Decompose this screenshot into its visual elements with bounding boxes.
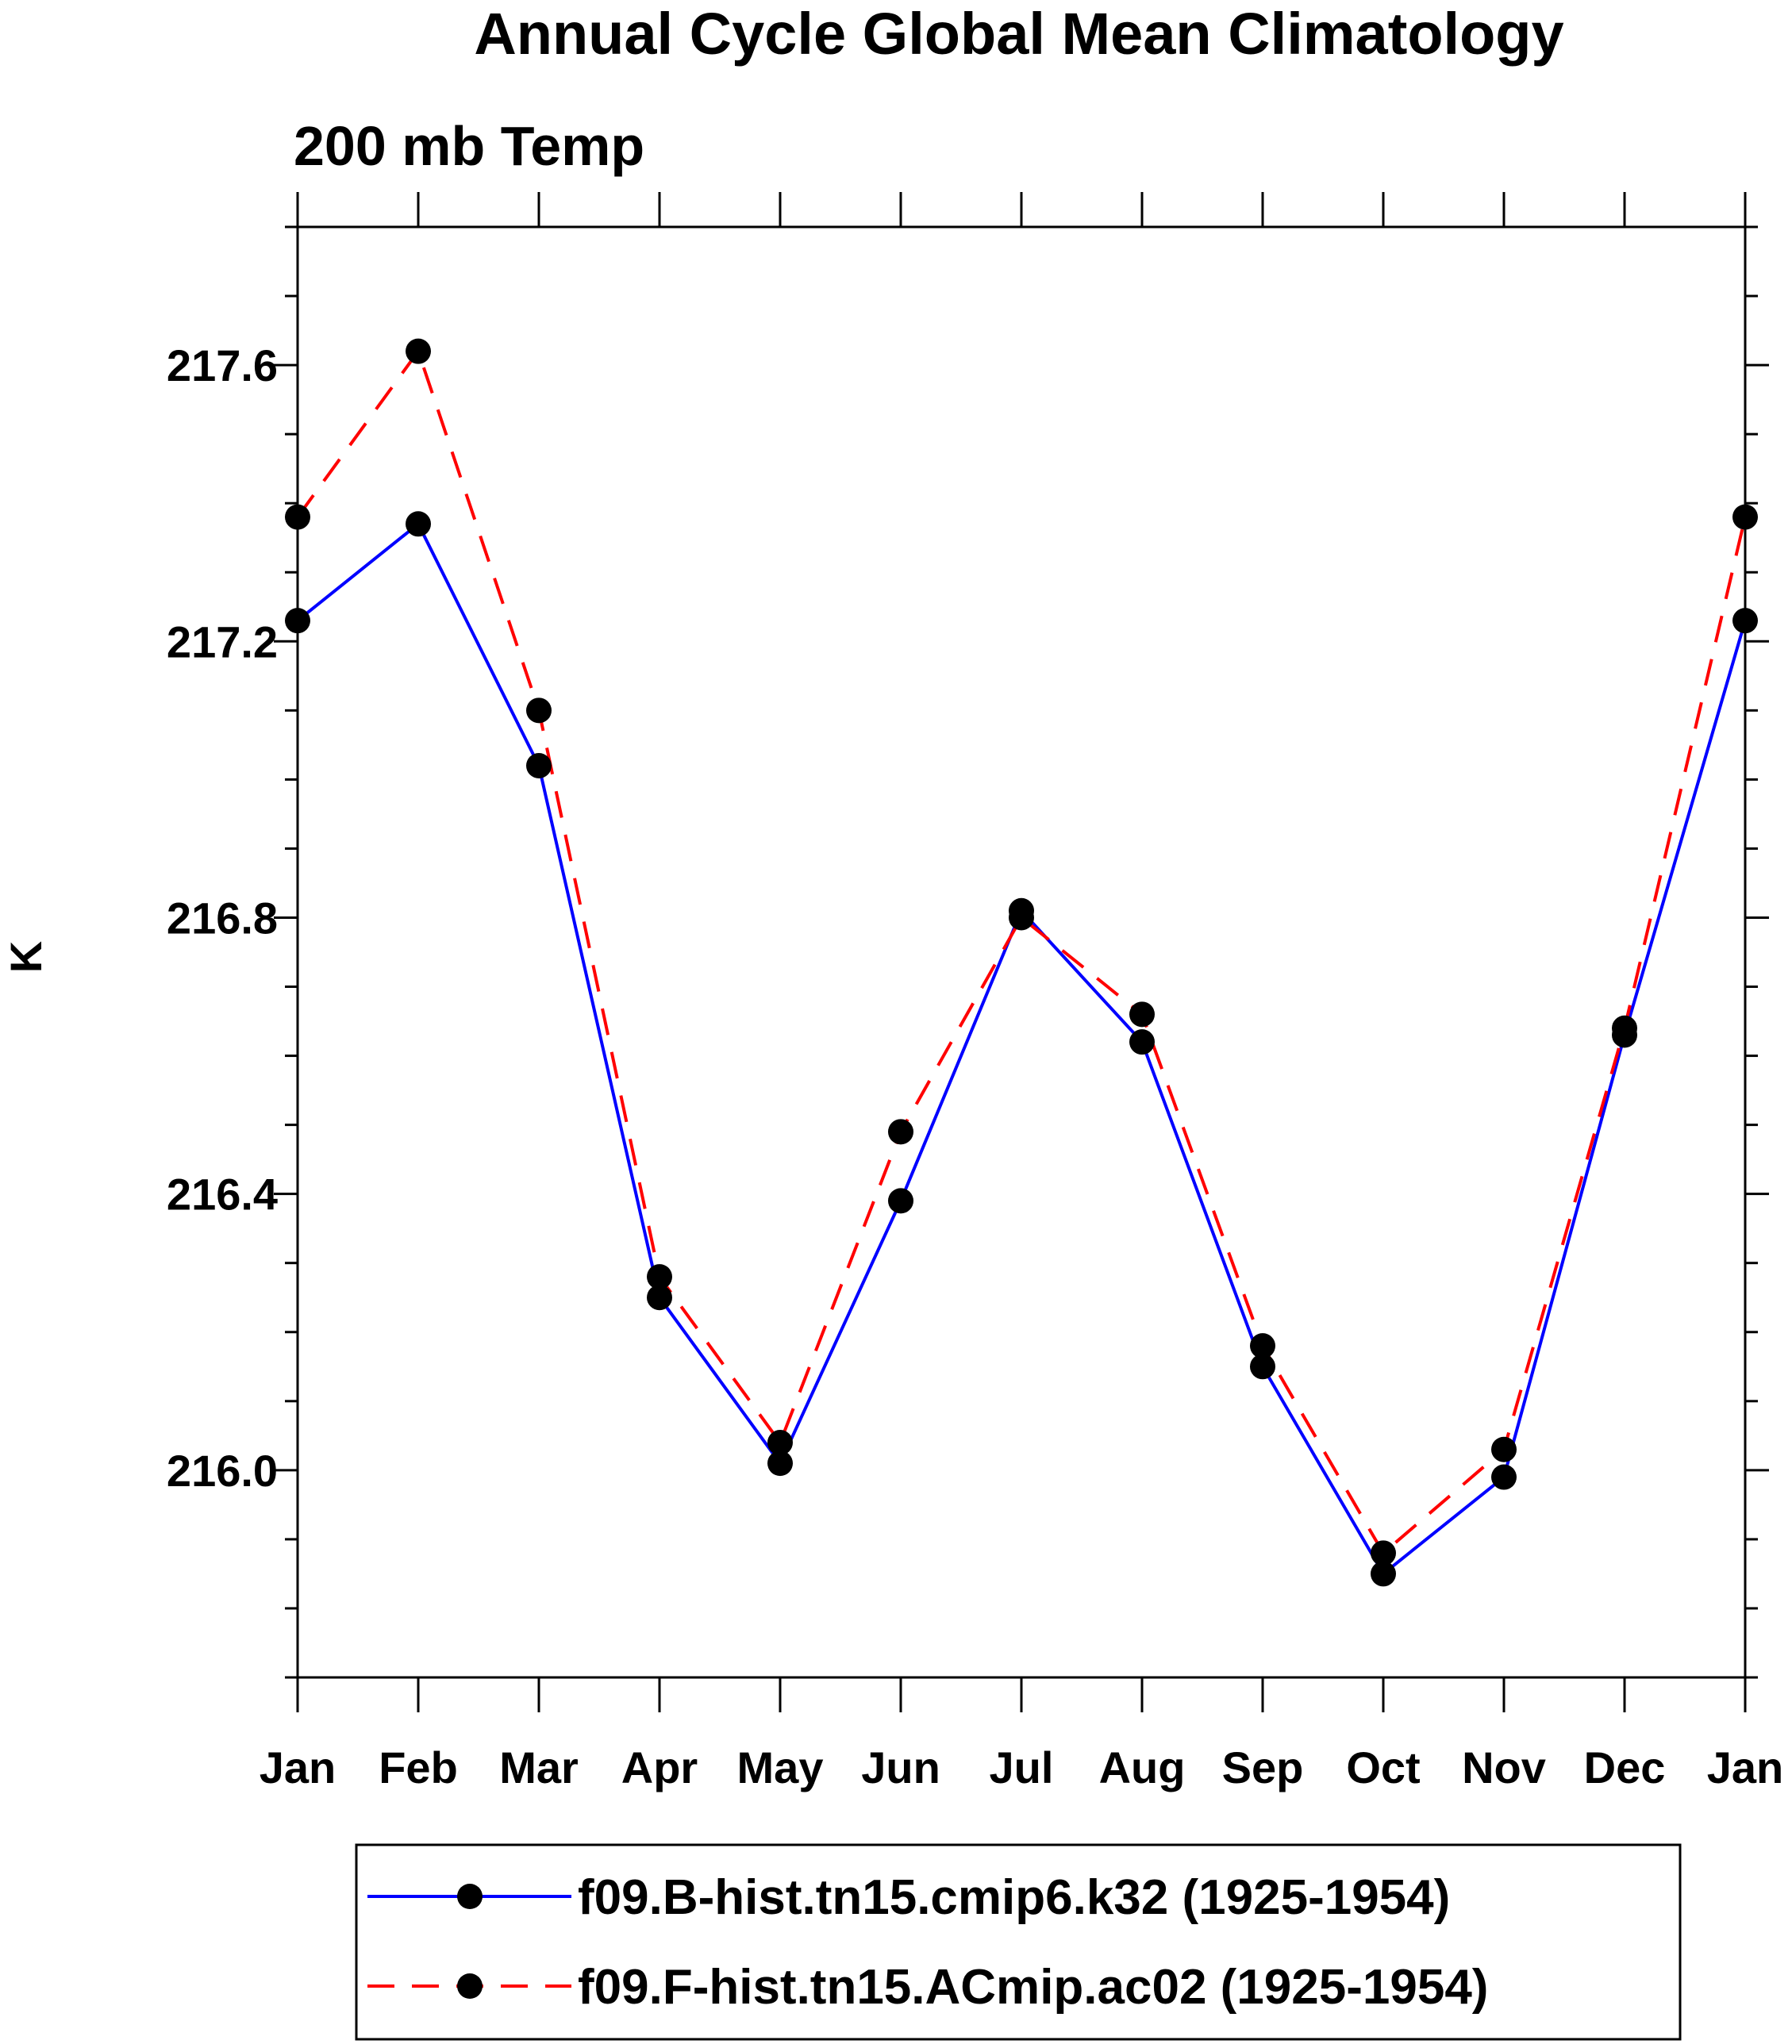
x-tick-label: Jun <box>861 1742 940 1792</box>
x-tick-label: Feb <box>379 1742 458 1792</box>
data-point-series-2 <box>1009 905 1034 931</box>
data-point-series-1 <box>406 511 431 537</box>
data-point-series-2 <box>526 697 552 724</box>
data-point-series-2 <box>285 504 310 530</box>
y-tick-label: 217.6 <box>167 340 278 390</box>
x-tick-label: Nov <box>1462 1742 1546 1792</box>
y-tick-label: 217.2 <box>167 617 278 667</box>
y-tick-label: 216.4 <box>167 1170 278 1220</box>
x-tick-label: Sep <box>1222 1742 1304 1792</box>
legend-marker-1 <box>457 1884 483 1909</box>
data-point-series-2 <box>1371 1540 1396 1566</box>
data-point-series-1 <box>767 1450 793 1477</box>
data-point-series-1 <box>526 752 552 778</box>
data-point-series-2 <box>1732 504 1758 530</box>
data-point-series-1 <box>647 1285 672 1311</box>
legend-marker-2 <box>457 1973 483 1999</box>
data-point-series-2 <box>1250 1333 1275 1359</box>
x-tick-label: May <box>737 1742 824 1792</box>
data-point-series-1 <box>888 1188 913 1214</box>
plot-frame <box>296 225 1747 1679</box>
x-tick-label: Jul <box>990 1742 1054 1792</box>
chart-title: Annual Cycle Global Mean Climatology <box>474 1 1563 67</box>
data-point-series-2 <box>1612 1015 1637 1041</box>
x-tick-label: Jan <box>260 1742 336 1792</box>
data-point-series-2 <box>767 1430 793 1456</box>
axes: Jan Feb Mar Apr May Jun Jul Aug Sep Oct Nov Dec Jan 2… <box>167 192 1783 1792</box>
x-tick-label: Aug <box>1099 1742 1186 1792</box>
data-point-series-1 <box>1129 1029 1155 1055</box>
series-line-2 <box>296 349 1747 1555</box>
x-tick-label: Apr <box>621 1742 698 1792</box>
x-tick-label: Jan <box>1707 1742 1784 1792</box>
data-point-series-2 <box>1491 1436 1517 1462</box>
chart-subtitle: 200 mb Temp <box>294 115 644 177</box>
x-tick-label: Dec <box>1584 1742 1666 1792</box>
data-point-series-2 <box>406 338 431 364</box>
data-point-series-2 <box>647 1264 672 1290</box>
data-point-series-2 <box>1129 1001 1155 1028</box>
y-axis-label: K <box>1 941 51 973</box>
legend: f09.B-hist.tn15.cmip6.k32 (1925-1954) f0… <box>355 1843 1682 2041</box>
series-layer <box>285 338 1758 1587</box>
legend-label-2: f09.F-hist.tn15.ACmip.ac02 (1925-1954) <box>578 1960 1488 2015</box>
legend-box <box>355 1843 1682 2041</box>
x-tick-label: Mar <box>499 1742 579 1792</box>
x-tick-label: Oct <box>1346 1742 1420 1792</box>
data-point-series-1 <box>285 608 310 634</box>
y-tick-label: 216.8 <box>167 893 278 943</box>
data-point-series-1 <box>1491 1464 1517 1490</box>
data-point-series-1 <box>1732 608 1758 634</box>
series-line-1 <box>296 522 1747 1576</box>
legend-label-1: f09.B-hist.tn15.cmip6.k32 (1925-1954) <box>578 1870 1450 1925</box>
data-point-series-2 <box>888 1119 913 1145</box>
data-point-series-1 <box>1371 1561 1396 1587</box>
y-tick-label: 216.0 <box>167 1446 278 1496</box>
data-point-series-1 <box>1250 1354 1275 1380</box>
